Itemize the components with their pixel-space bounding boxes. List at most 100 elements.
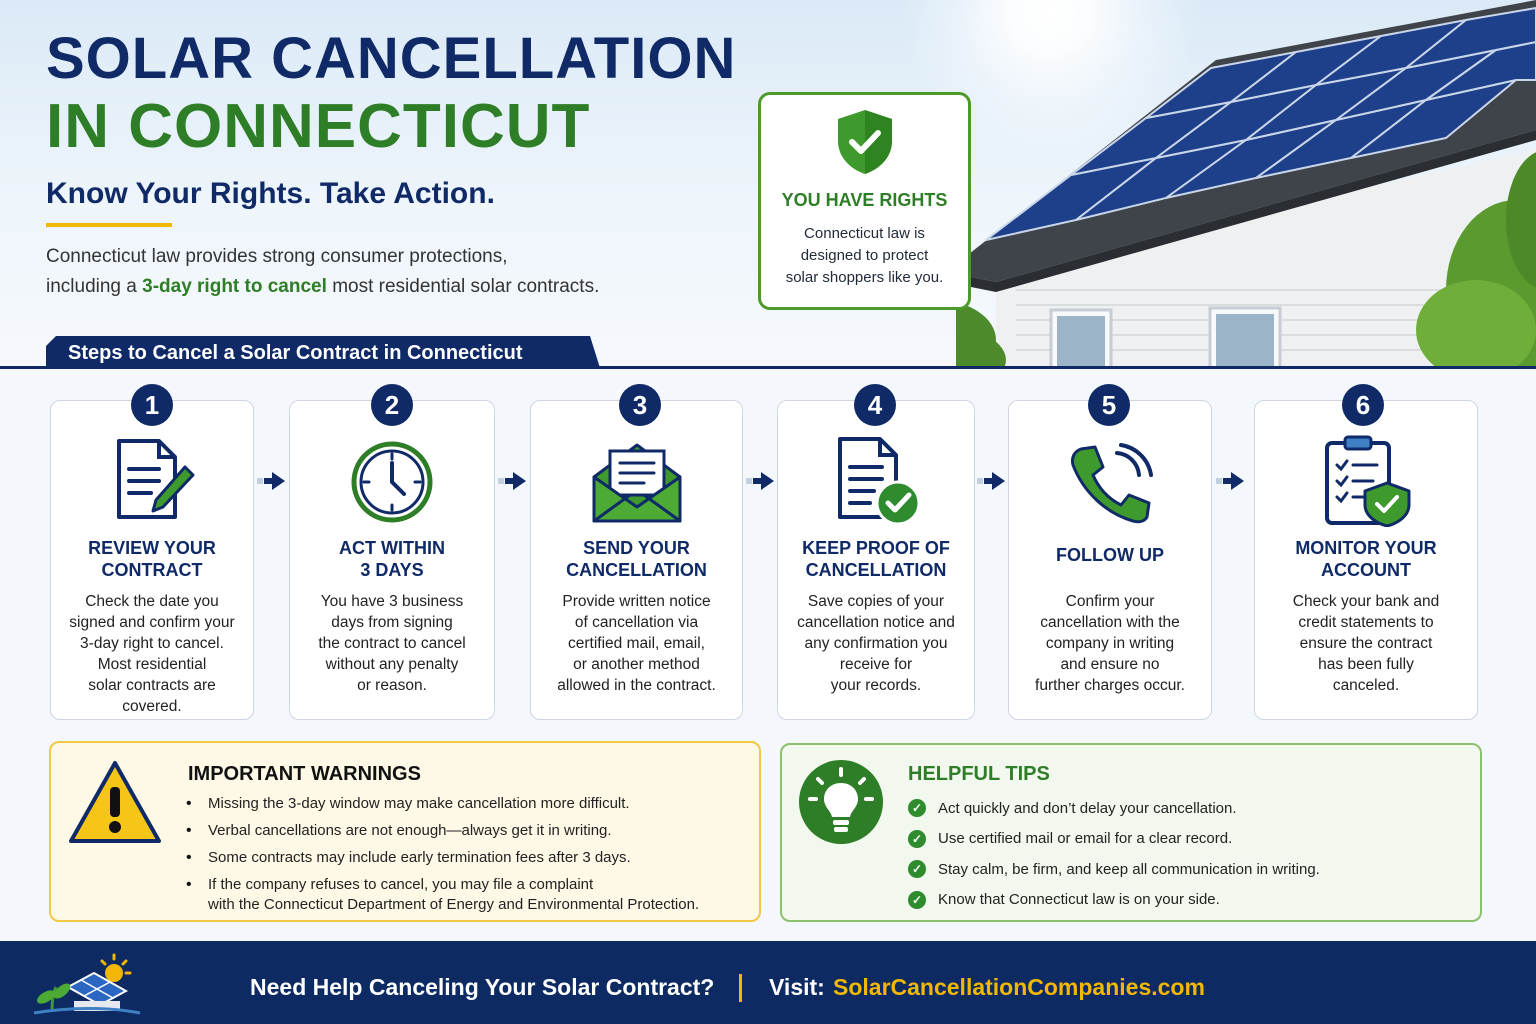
document-check-icon xyxy=(838,437,921,526)
intro-after: most residential solar contracts. xyxy=(332,276,600,297)
step-body-line: solar contracts are xyxy=(88,677,216,694)
rights-card: YOU HAVE RIGHTS Connecticut law is desig… xyxy=(758,92,971,310)
intro-line-2: including a 3-day right to cancel most r… xyxy=(46,272,686,302)
steps-heading: Steps to Cancel a Solar Contract in Conn… xyxy=(46,336,600,368)
step-title-line-1: REVIEW YOUR xyxy=(88,538,216,558)
step-body: Check the date you signed and confirm yo… xyxy=(57,591,247,717)
check-icon: ✓ xyxy=(908,890,926,909)
step-body: Confirm your cancellation with the compa… xyxy=(1015,591,1205,696)
step-body-line: further charges occur. xyxy=(1035,677,1185,694)
step-body-line: Check your bank and xyxy=(1292,593,1440,610)
step-body-line: the contract to cancel xyxy=(318,635,466,652)
step-body-line: without any penalty xyxy=(325,656,459,673)
step-title-line-1: SEND YOUR xyxy=(583,538,690,558)
step-body-line: allowed in the contract. xyxy=(557,677,716,694)
footer-url-link[interactable]: SolarCancellationCompanies.com xyxy=(833,974,1205,1000)
step-body: You have 3 business days from signing th… xyxy=(296,591,488,696)
tip-item: ✓ Know that Connecticut law is on your si… xyxy=(908,885,1320,916)
step-body-line: canceled. xyxy=(1332,677,1400,694)
subtitle: Know Your Rights. Take Action. xyxy=(46,177,495,210)
warning-item: Verbal cancellations are not enough—alwa… xyxy=(186,817,699,844)
step-title-line-2: CANCELLATION xyxy=(566,560,707,580)
step-number: 1 xyxy=(131,384,173,426)
step-number: 4 xyxy=(854,384,896,426)
clipboard-shield-icon xyxy=(1325,435,1411,527)
rights-body-line-3: solar shoppers like you. xyxy=(785,269,944,286)
title-line-1: SOLAR CANCELLATION xyxy=(46,26,737,91)
footer-bar: Need Help Canceling Your Solar Contract?… xyxy=(0,941,1536,1024)
arrow-right-icon xyxy=(977,472,1005,490)
step-body-line: cancellation notice and xyxy=(797,614,955,631)
step-title-line-2: ACCOUNT xyxy=(1321,560,1411,580)
tip-item: ✓ Stay calm, be firm, and keep all commun… xyxy=(908,854,1320,885)
warning-item-line-2: with the Connecticut Department of Energ… xyxy=(208,896,700,913)
footer-visit-label: Visit: xyxy=(769,974,825,1000)
step-body-line: 3-day right to cancel. xyxy=(80,635,224,652)
step-body-line: Provide written notice xyxy=(562,593,711,610)
shield-check-icon xyxy=(837,110,892,174)
tip-text: Use certified mail or email for a clear … xyxy=(938,830,1233,848)
tip-text: Act quickly and don’t delay your cancell… xyxy=(938,799,1237,817)
step-number: 5 xyxy=(1088,384,1130,426)
step-body-line: days from signing xyxy=(331,614,453,631)
step-title: FOLLOW UP xyxy=(1009,544,1211,566)
arrow-right-icon xyxy=(746,472,774,490)
step-title-line-1: MONITOR YOUR xyxy=(1295,538,1437,558)
intro-line-1: Connecticut law provides strong consumer… xyxy=(46,246,508,267)
warning-item-line-1: If the company refuses to cancel, you ma… xyxy=(208,876,594,893)
step-body-line: covered. xyxy=(122,698,182,715)
intro-highlight: 3-day right to cancel xyxy=(142,276,327,297)
step-number: 6 xyxy=(1342,384,1384,426)
step-number: 2 xyxy=(371,384,413,426)
rights-card-title: YOU HAVE RIGHTS xyxy=(781,190,948,210)
step-body-line: receive for xyxy=(839,656,913,673)
step-body: Provide written notice of cancellation v… xyxy=(537,591,736,696)
tip-item: ✓ Act quickly and don’t delay your cancel… xyxy=(908,793,1320,824)
footer-question: Need Help Canceling Your Solar Contract? xyxy=(250,974,715,1000)
step-body-line: certified mail, email, xyxy=(568,635,705,652)
step-title-line-2: CANCELLATION xyxy=(805,560,947,580)
step-body-line: any confirmation you xyxy=(804,635,948,652)
steps-divider xyxy=(0,366,1536,369)
step-body-line: ensure the contract xyxy=(1299,635,1433,652)
step-body-line: Save copies of your xyxy=(807,593,945,610)
step-title: ACT WITHIN 3 DAYS xyxy=(290,537,494,581)
step-body-line: Confirm your xyxy=(1065,593,1155,610)
step-body: Save copies of your cancellation notice … xyxy=(784,591,968,696)
tip-item: ✓ Use certified mail or email for a clear… xyxy=(908,824,1320,855)
intro-before: including a xyxy=(46,276,137,297)
step-card-6: 6 MONITOR YOUR ACCOUNT Check your bank a… xyxy=(1254,384,1478,720)
tips-title: HELPFUL TIPS xyxy=(908,763,1050,785)
step-number: 3 xyxy=(619,384,661,426)
arrow-right-icon xyxy=(1216,472,1244,490)
clock-icon xyxy=(351,441,433,523)
rights-body-line-1: Connecticut law is xyxy=(804,225,925,242)
document-pen-icon xyxy=(117,439,195,519)
step-body-line: your records. xyxy=(830,677,922,694)
step-card-1: 1 REVIEW YOUR CONTRACT Check the date yo… xyxy=(50,384,254,720)
rights-body-line-2: designed to protect xyxy=(800,247,929,264)
step-body-line: has been fully xyxy=(1318,656,1414,673)
step-title-line-1: FOLLOW UP xyxy=(1056,545,1164,565)
step-title-line-1: KEEP PROOF OF xyxy=(802,538,950,558)
step-body-line: Check the date you xyxy=(85,593,219,610)
step-body-line: company in writing xyxy=(1045,635,1175,652)
step-title-line-2: 3 DAYS xyxy=(360,560,424,580)
phone-icon xyxy=(1071,443,1153,524)
step-body-line: of cancellation via xyxy=(574,614,699,631)
step-title: REVIEW YOUR CONTRACT xyxy=(51,537,253,581)
arrow-right-icon xyxy=(498,472,526,490)
warnings-list: Missing the 3-day window may make cancel… xyxy=(186,790,700,915)
step-body-line: or another method xyxy=(573,656,700,673)
step-body: Check your bank and credit statements to… xyxy=(1261,591,1471,696)
step-card-5: 5 FOLLOW UP Confirm your cancellation wi… xyxy=(1008,384,1212,720)
step-card-3: 3 SEND YOUR CANCELLATION Provide written… xyxy=(530,384,743,720)
step-body-line: You have 3 business xyxy=(320,593,464,610)
step-title: SEND YOUR CANCELLATION xyxy=(531,537,742,581)
solar-house-illustration xyxy=(956,0,1536,368)
step-body-line: signed and confirm your xyxy=(69,614,235,631)
arrow-right-icon xyxy=(257,472,285,490)
step-body-line: or reason. xyxy=(357,677,427,694)
envelope-icon xyxy=(592,443,682,523)
step-card-4: 4 KEEP PROOF OF CANCELLATION Save copies… xyxy=(777,384,975,720)
